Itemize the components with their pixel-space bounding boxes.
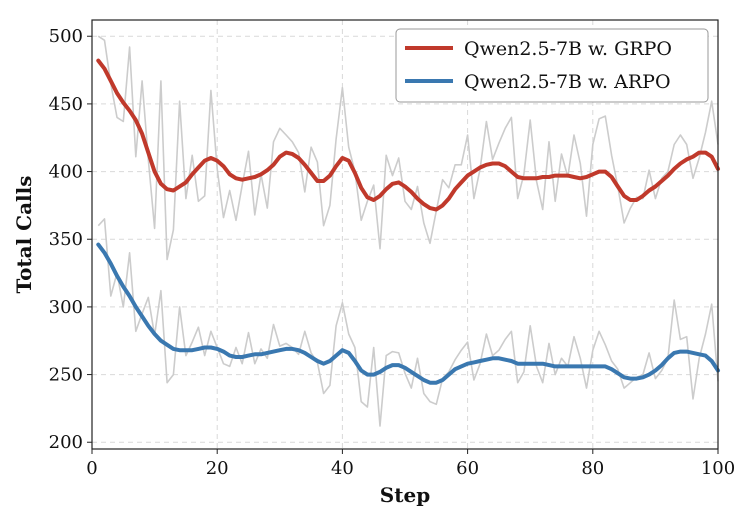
x-tick-label: 80 [581,458,604,479]
y-tick-label: 400 [49,162,83,183]
y-tick-label: 200 [49,432,83,453]
x-tick-label: 100 [701,458,735,479]
raw-series-lines [97,35,719,427]
legend-label-grpo: Qwen2.5-7B w. GRPO [464,38,672,60]
smoothed-series-line-1 [96,242,720,385]
smoothed-series-line-0 [96,58,720,212]
axis-ticks: 0 20 40 60 80 100 200 250 300 350 400 450 500 [49,26,736,479]
y-tick-label: 300 [49,297,83,318]
smoothed-series-lines [96,58,720,385]
raw-series-line-1 [97,218,719,427]
x-tick-label: 0 [86,458,97,479]
y-axis-label: Total Calls [12,175,36,293]
y-tick-label: 350 [49,229,83,250]
x-tick-label: 20 [206,458,229,479]
y-tick-label: 500 [49,26,83,47]
raw-series-line-0 [97,35,719,261]
legend-label-arpo: Qwen2.5-7B w. ARPO [464,71,671,93]
plot-frame [91,19,719,450]
x-tick-label: 60 [456,458,479,479]
x-axis-label: Step [380,483,430,507]
legend: Qwen2.5-7B w. GRPO Qwen2.5-7B w. ARPO [395,28,709,103]
legend-box [395,28,709,103]
y-tick-label: 250 [49,365,83,386]
x-tick-label: 40 [331,458,354,479]
y-tick-label: 450 [49,94,83,115]
